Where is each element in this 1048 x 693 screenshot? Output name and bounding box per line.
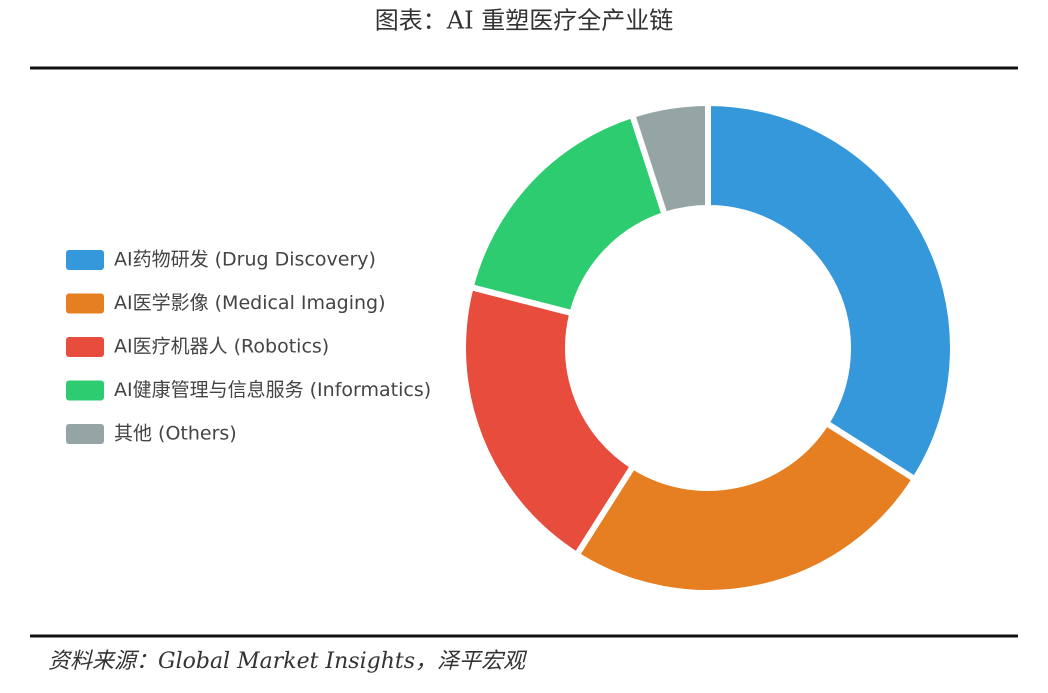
legend-swatch (66, 424, 104, 444)
source-note: 资料来源：Global Market Insights，泽平宏观 (48, 649, 528, 674)
legend-swatch (66, 293, 104, 314)
chart-title: 图表：AI 重塑医疗全产业链 (375, 7, 673, 35)
legend-swatch (66, 337, 104, 357)
legend-label: AI药物研发 (Drug Discovery) (114, 249, 376, 271)
legend-label: AI医疗机器人 (Robotics) (114, 336, 329, 358)
donut-segment (629, 100, 711, 218)
legend-swatch (66, 250, 104, 270)
legend-label: AI健康管理与信息服务 (Informatics) (114, 379, 431, 401)
legend-label: AI医学影像 (Medical Imaging) (114, 292, 386, 314)
legend-swatch (66, 380, 104, 401)
donut-segment (460, 284, 636, 558)
legend-label: 其他 (Others) (114, 423, 237, 445)
donut-segment (573, 420, 918, 596)
donut-segment (705, 100, 956, 483)
donut-segment (467, 111, 668, 317)
